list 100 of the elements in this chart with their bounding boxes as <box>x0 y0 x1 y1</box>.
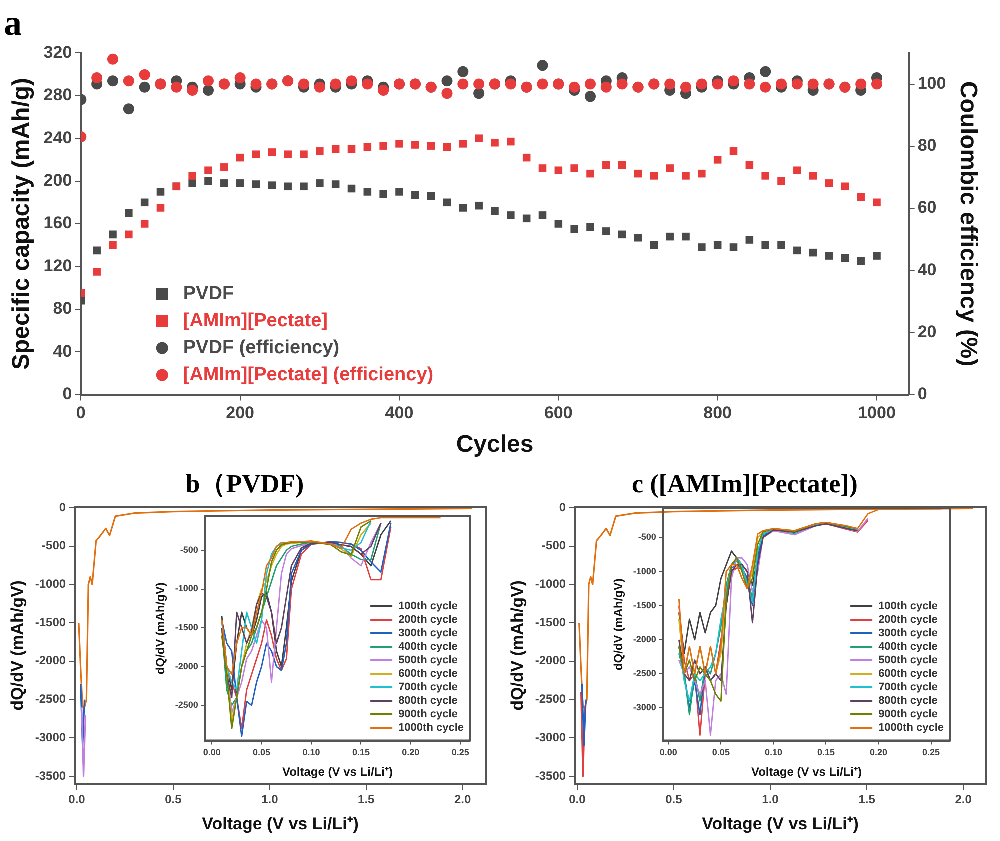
legend-label: 700th cycle <box>878 682 938 694</box>
x-tick-label: 0.15 <box>352 748 370 758</box>
y-tick-label: -1000 <box>175 584 198 594</box>
y-tick-label: 40 <box>53 342 72 361</box>
x-tick-label: 2.0 <box>454 792 472 807</box>
x-tick-label: 0.0 <box>68 792 86 807</box>
chart-title: b（PVDF) <box>186 469 304 498</box>
y-tick-label: -1000 <box>535 577 566 592</box>
x-tick-label: 0.05 <box>253 748 271 758</box>
legend-label: 200th cycle <box>878 614 938 626</box>
y-tick-label: -2000 <box>35 654 66 668</box>
x-tick-label: 0.25 <box>922 748 940 758</box>
x-tick-label: 0.0 <box>569 792 586 807</box>
legend-label: 400th cycle <box>398 641 458 654</box>
x-tick-label: 0.20 <box>870 748 888 758</box>
x-tick-label: 0.10 <box>302 748 320 758</box>
legend-label: 1000th cycle <box>878 722 944 734</box>
chart-title: a <box>4 2 22 43</box>
y-tick-label: -1500 <box>35 615 66 630</box>
x-tick-label: 800 <box>704 404 732 423</box>
y2-tick-label: 60 <box>918 198 937 218</box>
x-tick-label: 1000 <box>858 404 896 423</box>
legend-label: 800th cycle <box>878 695 938 708</box>
y-axis-title: dQ/dV (mAh/gV) <box>8 580 27 711</box>
y-tick-label: -2000 <box>633 634 656 644</box>
y-tick-label: -2500 <box>633 668 656 678</box>
x-tick-label: 0 <box>76 404 86 423</box>
y-tick-label: -3000 <box>35 730 66 744</box>
y-tick-label: -1500 <box>175 622 198 633</box>
y-tick-label: -2500 <box>35 692 66 706</box>
y-tick-label: -3000 <box>535 730 566 744</box>
y2-tick-label: 40 <box>918 260 937 280</box>
x-tick-label: 400 <box>385 404 414 423</box>
y-tick-label: 160 <box>44 214 72 233</box>
x-tick-label: 600 <box>544 404 573 423</box>
legend-label: 900th cycle <box>878 708 938 721</box>
y-tick-label: -500 <box>180 544 198 555</box>
legend-label: PVDF (efficiency) <box>183 338 340 359</box>
x-axis-title: Voltage (V vs Li/Li⁺) <box>202 814 359 834</box>
y-tick-label: -3500 <box>35 768 66 783</box>
y-tick-label: -500 <box>638 532 656 542</box>
y-tick-label: -2000 <box>175 661 198 672</box>
y-tick-label: -3500 <box>535 768 566 783</box>
legend-label: PVDF <box>183 284 234 305</box>
y-tick-label: 280 <box>44 86 72 105</box>
x-tick-label: 0.15 <box>817 748 836 758</box>
y-axis-title: dQ/dV (mAh/gV) <box>508 580 527 711</box>
x-tick-label: 0.00 <box>660 748 678 758</box>
y2-tick-label: 80 <box>918 136 937 156</box>
y-tick-label: 240 <box>44 128 72 148</box>
legend-label: 700th cycle <box>398 682 458 694</box>
legend-label: 300th cycle <box>398 628 458 640</box>
y-axis-title: dQ/dV (mAh/gV) <box>154 582 168 675</box>
y-tick-label: 120 <box>44 256 72 276</box>
y-tick-label: 320 <box>44 42 72 62</box>
y-tick-label: 0 <box>62 384 72 404</box>
legend-label: 100th cycle <box>878 600 938 613</box>
y-tick-label: -2500 <box>175 700 198 710</box>
x-axis-title: Voltage (V vs Li/Li⁺) <box>702 814 859 834</box>
y-axis-title: dQ/dV (mAh/gV) <box>612 578 626 671</box>
x-axis-title: Cycles <box>456 431 534 458</box>
y-tick-label: 0 <box>559 500 566 514</box>
legend-label: 600th cycle <box>398 668 458 680</box>
x-tick-label: 0.5 <box>666 792 683 807</box>
x-tick-label: 0.00 <box>203 748 221 758</box>
legend-label: 400th cycle <box>878 641 938 654</box>
x-tick-label: 0.20 <box>402 748 420 758</box>
y2-axis-title: Coulombic efficiency (%) <box>954 81 982 367</box>
x-tick-label: 1.0 <box>762 792 780 807</box>
y-tick-label: -2000 <box>535 654 566 668</box>
y-tick-label: -1500 <box>535 615 566 630</box>
y2-tick-label: 20 <box>918 322 937 342</box>
x-axis-title: Voltage (V vs Li/Li⁺) <box>282 765 393 780</box>
y-tick-label: -3000 <box>633 702 656 713</box>
y-tick-label: -500 <box>42 538 66 553</box>
y-tick-label: -500 <box>542 538 566 553</box>
legend-label: 300th cycle <box>878 628 938 640</box>
legend-label: 900th cycle <box>398 708 458 721</box>
x-tick-label: 0.10 <box>764 748 782 758</box>
x-tick-label: 1.5 <box>358 792 376 807</box>
legend-label: 1000th cycle <box>398 722 464 734</box>
x-axis-title: Voltage (V vs Li/Li⁺) <box>751 765 862 780</box>
y-tick-label: -1500 <box>633 600 656 610</box>
legend-label: 500th cycle <box>398 654 458 667</box>
legend-label: 200th cycle <box>398 614 458 626</box>
legend-label: 100th cycle <box>398 600 458 613</box>
chart-title: c ([AMIm][Pectate]) <box>632 469 858 498</box>
x-tick-label: 1.5 <box>858 792 876 807</box>
legend-label: 500th cycle <box>878 654 938 667</box>
x-tick-label: 0.5 <box>165 792 182 807</box>
y-tick-label: -1000 <box>35 577 66 592</box>
x-tick-label: 2.0 <box>955 792 972 807</box>
y-tick-label: 200 <box>44 170 72 190</box>
legend-label: 600th cycle <box>878 668 938 680</box>
y-tick-label: 80 <box>53 299 72 318</box>
x-tick-label: 0.05 <box>712 748 730 758</box>
y-axis-title: Specific capacity (mAh/g) <box>8 78 36 370</box>
y-tick-label: -1000 <box>633 566 656 576</box>
y2-tick-label: 0 <box>918 384 928 404</box>
x-tick-label: 0.25 <box>452 748 470 758</box>
